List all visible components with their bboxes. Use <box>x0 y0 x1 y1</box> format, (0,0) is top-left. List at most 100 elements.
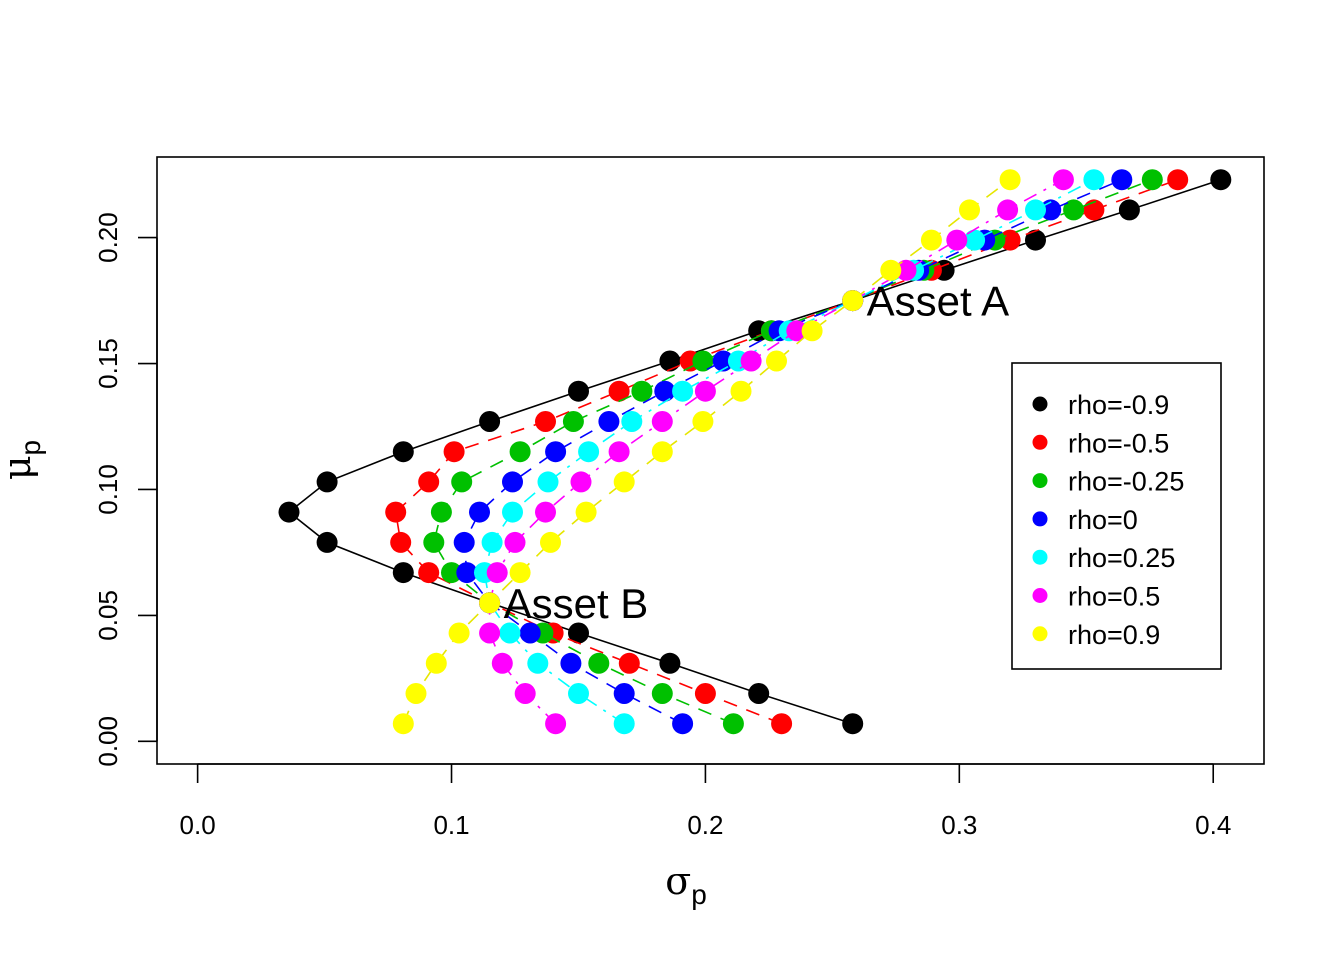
series-layer <box>278 169 1232 735</box>
data-point <box>1111 169 1133 191</box>
data-point <box>598 411 620 432</box>
data-point <box>651 441 673 463</box>
legend-entry: rho=0.5 <box>1032 582 1160 612</box>
legend-label: rho=0.9 <box>1068 620 1160 650</box>
data-point <box>895 259 917 281</box>
data-point <box>959 199 980 221</box>
data-point <box>562 411 584 432</box>
data-point <box>1118 199 1140 221</box>
annotation-label: Asset A <box>867 278 1009 325</box>
data-point <box>535 501 556 523</box>
data-point <box>880 259 902 281</box>
data-point <box>1052 169 1074 191</box>
data-point <box>722 713 744 735</box>
data-point <box>456 562 478 584</box>
data-point <box>771 713 793 735</box>
x-tick-label: 0.1 <box>433 810 469 840</box>
legend-marker <box>1032 626 1048 642</box>
x-tick-label: 0.3 <box>941 810 977 840</box>
data-point <box>1025 229 1046 251</box>
legend-label: rho=0.5 <box>1068 582 1160 612</box>
data-point <box>469 501 490 523</box>
y-tick-label: 0.05 <box>93 590 123 641</box>
data-point <box>999 169 1021 191</box>
data-point <box>692 350 714 372</box>
data-point <box>502 501 523 523</box>
data-point <box>519 622 541 644</box>
data-point <box>451 471 473 493</box>
data-point <box>278 501 300 523</box>
legend-marker <box>1032 511 1048 527</box>
data-point <box>608 441 630 463</box>
data-point <box>659 350 681 372</box>
data-point <box>537 471 559 493</box>
data-point <box>392 441 414 463</box>
annotation-layer: Asset A Asset B <box>504 278 1009 627</box>
data-point <box>1141 169 1163 191</box>
data-point <box>1167 169 1189 191</box>
y-tick-label: 0.20 <box>93 212 123 263</box>
legend-marker <box>1032 434 1048 450</box>
data-point <box>654 380 676 402</box>
x-tick-label: 0.2 <box>687 810 723 840</box>
data-point <box>730 380 752 402</box>
data-point <box>766 350 787 372</box>
data-point <box>509 562 531 584</box>
series-rho=0.25 <box>474 169 1105 735</box>
data-point <box>568 380 589 402</box>
data-point <box>430 501 452 523</box>
data-point <box>672 380 694 402</box>
data-point <box>514 683 536 704</box>
data-point <box>570 471 592 493</box>
data-point <box>441 562 462 584</box>
data-point <box>425 652 447 674</box>
data-point <box>801 320 823 342</box>
data-point <box>448 622 470 644</box>
data-point <box>1063 199 1085 221</box>
legend-label: rho=-0.25 <box>1068 467 1184 497</box>
data-point <box>486 562 508 584</box>
data-point <box>672 713 694 735</box>
data-point <box>651 411 673 432</box>
data-point <box>613 471 635 493</box>
data-point <box>999 229 1021 251</box>
legend-entry: rho=0 <box>1032 505 1138 535</box>
legend-entry: rho=-0.9 <box>1032 390 1169 420</box>
data-point <box>316 471 338 493</box>
data-point <box>588 652 610 674</box>
data-point <box>712 350 734 372</box>
data-point <box>575 501 597 523</box>
data-point <box>418 562 440 584</box>
y-tick-label: 0.00 <box>93 716 123 767</box>
data-point <box>1083 169 1105 191</box>
y-axis-title: μp <box>0 440 46 480</box>
data-point <box>560 652 582 674</box>
data-point <box>608 380 630 402</box>
data-point <box>453 531 475 553</box>
data-point <box>443 441 465 463</box>
data-point <box>694 683 716 704</box>
legend-marker <box>1032 473 1048 489</box>
data-point <box>740 350 762 372</box>
data-point <box>316 531 338 553</box>
data-point <box>692 411 714 432</box>
data-point <box>613 713 635 735</box>
x-axis: 0.0 0.1 0.2 0.3 0.4 <box>180 763 1231 840</box>
series-rho=-0.25 <box>423 169 1163 735</box>
data-point <box>631 380 653 402</box>
data-point <box>964 229 986 251</box>
data-point <box>540 531 561 553</box>
legend-marker <box>1032 396 1048 412</box>
legend-entry: rho=-0.25 <box>1032 467 1184 497</box>
series-rho=0.5 <box>479 169 1074 735</box>
data-point <box>479 622 501 644</box>
x-tick-label: 0.0 <box>180 810 216 840</box>
series-rho=0.9 <box>392 169 1021 735</box>
legend-label: rho=0 <box>1068 505 1138 535</box>
legend: rho=-0.9 rho=-0.5 rho=-0.25 rho=0 rho=0.25 rh… <box>1011 362 1222 670</box>
data-point <box>920 229 942 251</box>
data-point <box>491 652 513 674</box>
data-point <box>502 471 523 493</box>
legend-marker <box>1032 588 1048 603</box>
